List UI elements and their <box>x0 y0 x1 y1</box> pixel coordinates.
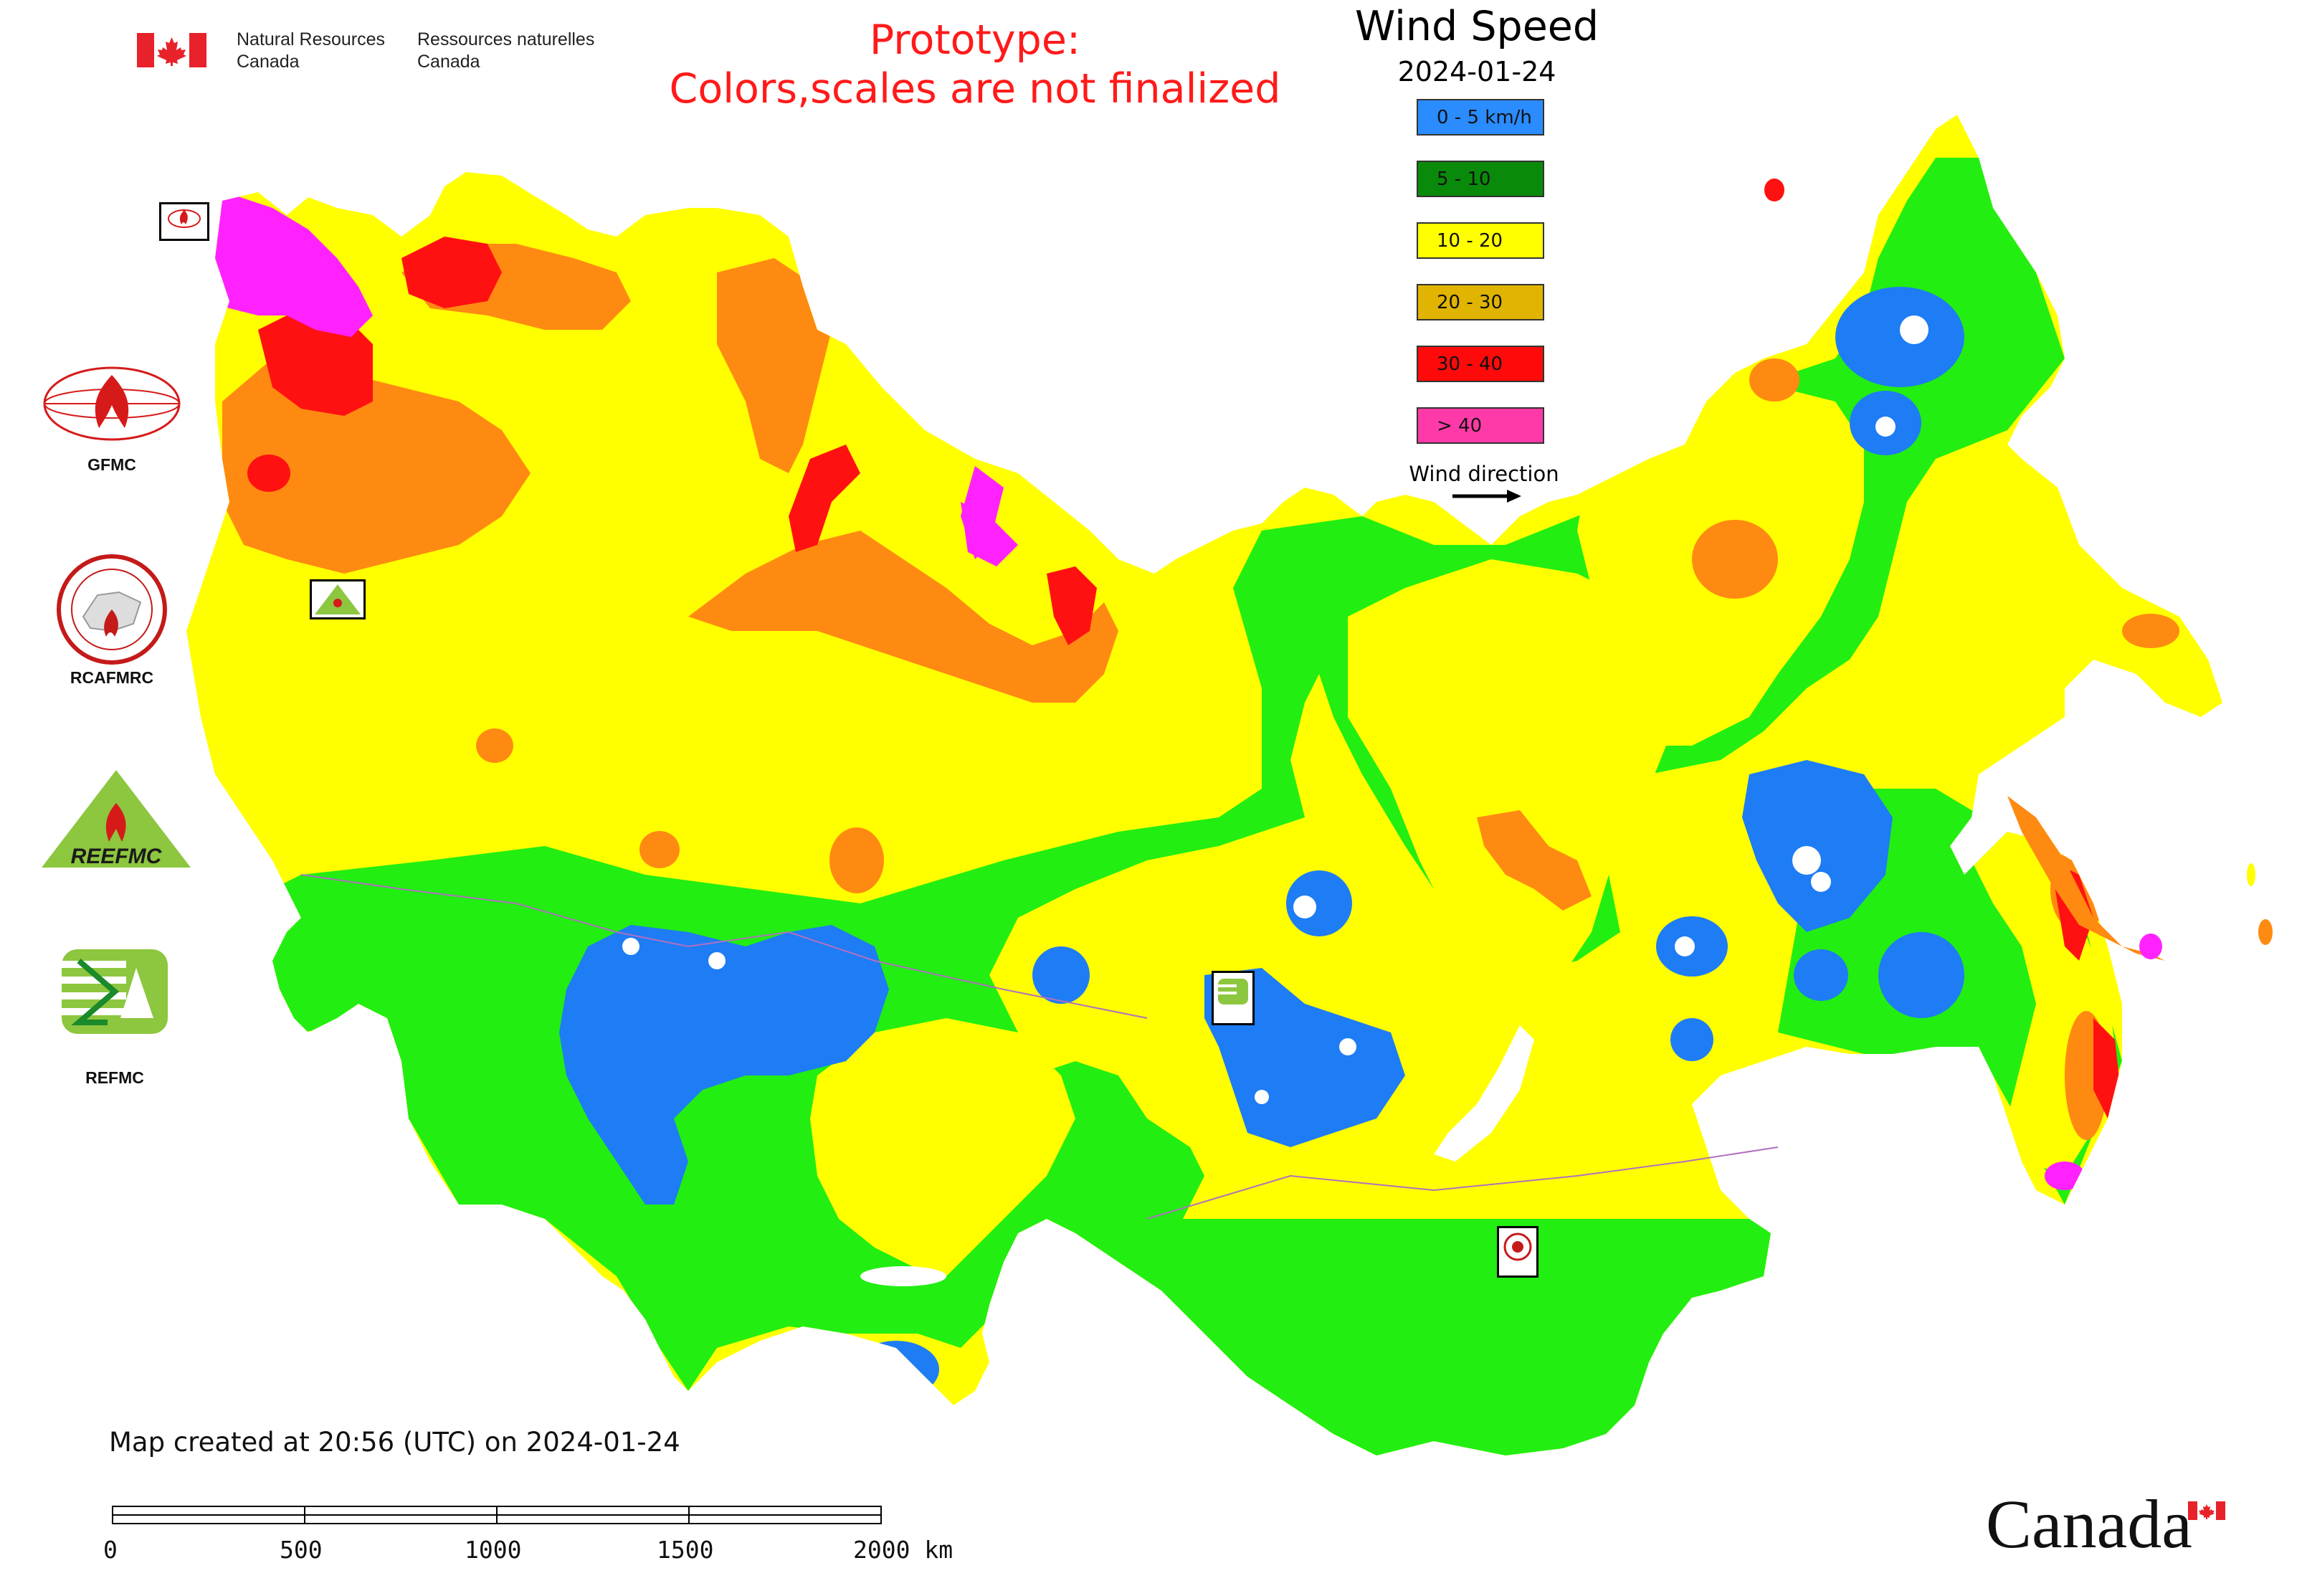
zone-gale-vladivostok <box>2045 1162 2085 1190</box>
legend-item-30-40: 30 - 40 <box>1417 346 1544 382</box>
rcafmrc-seal-icon <box>57 554 167 665</box>
zone-light-far-south <box>1075 1219 1792 1455</box>
border-line-kazakhstan <box>300 874 1148 1019</box>
legend-item-0-5: 0 - 5 km/h <box>1417 99 1544 136</box>
map-created-note: Map created at 20:56 (UTC) on 2024-01-24 <box>109 1427 680 1458</box>
agency-name-en-line2: Canada <box>237 52 300 72</box>
legend-direction-label: Wind direction <box>1409 462 1559 486</box>
legend-item-over-40: > 40 <box>1417 407 1544 444</box>
reefmc-triangle-icon <box>42 770 191 868</box>
zone-fresh-kamchatka <box>2122 614 2179 648</box>
severnaya-zemlya <box>961 502 1018 566</box>
zone-moderate-central-asia <box>810 1018 1075 1276</box>
agency-name-fr: Ressources naturelles Canada <box>417 29 594 73</box>
agency-name-fr-line2: Canada <box>417 52 480 72</box>
legend-label-over-40: > 40 <box>1437 414 1483 437</box>
scale-label-500: 500 <box>280 1536 323 1564</box>
arrow-right-icon <box>1451 488 1523 508</box>
scale-bar <box>112 1506 882 1524</box>
kuril-island-1 <box>2258 919 2273 945</box>
legend-item-10-20: 10 - 20 <box>1417 222 1544 259</box>
zone-fresh-urals <box>829 827 884 893</box>
lake-balkhash <box>860 1266 946 1286</box>
rcafmrc-label: RCAFMRC <box>70 668 154 687</box>
border-line-mongolia <box>1146 1146 1779 1220</box>
scale-label-1000: 1000 <box>465 1536 522 1564</box>
reefmc-map-marker <box>310 579 366 619</box>
prototype-notice-line1: Prototype: <box>869 16 1081 64</box>
wrangel-island <box>1764 179 1784 201</box>
refmc-map-marker <box>1212 971 1255 1025</box>
map-date: 2024-01-24 <box>1397 56 1556 87</box>
scale-label-1500: 1500 <box>657 1536 714 1564</box>
gfmc-label: GFMC <box>87 455 136 474</box>
rcafmrc-logo: RCAFMRC <box>40 552 184 688</box>
kuril-island-2 <box>2247 863 2255 886</box>
prototype-notice: Prototype: Colors,scales are not finaliz… <box>631 9 1319 120</box>
agency-name-en-line1: Natural Resources <box>237 29 386 49</box>
gfmc-map-marker <box>159 202 209 241</box>
zone-fresh-arctic-coast <box>688 531 1118 703</box>
scale-label-2000: 2000 km <box>853 1536 953 1564</box>
sakhalin-island <box>2007 796 2165 961</box>
legend-label-5-10: 5 - 10 <box>1437 168 1491 190</box>
canada-flag-icon <box>137 33 206 67</box>
legend-label-20-30: 20 - 30 <box>1437 291 1503 313</box>
reefmc-wordmark: REEFMC <box>70 845 162 868</box>
zone-calm-manchuria <box>1878 932 1964 1018</box>
legend-item-5-10: 5 - 10 <box>1417 161 1544 197</box>
scale-label-0: 0 <box>103 1536 118 1564</box>
scale-bar-graphic <box>112 1506 882 1524</box>
zone-calm-tiny-3 <box>1670 1018 1713 1061</box>
zone-fresh-tomsk <box>476 728 513 763</box>
gfmc-logo: GFMC <box>40 362 184 474</box>
reefmc-logo: REEFMC <box>37 767 195 875</box>
novaya-zemlya <box>789 445 860 552</box>
zone-fresh-aldan <box>1749 358 1799 402</box>
zone-calm-baikal <box>1204 968 1405 1147</box>
gfmc-globe-flame-icon <box>43 366 181 441</box>
map-wind-zones <box>186 158 2194 1455</box>
zone-fresh-vilyuy <box>1477 810 1592 911</box>
rcafmrc-map-marker <box>1497 1226 1538 1278</box>
zone-calm-tiny-4 <box>2086 503 2129 543</box>
prototype-notice-line2: Colors,scales are not finalized <box>669 65 1281 113</box>
legend-label-0-5: 0 - 5 km/h <box>1437 106 1532 128</box>
zone-calm-amur <box>1742 760 1893 932</box>
zone-moderate-siberia <box>1348 559 1678 975</box>
canada-wordmark-flag-icon <box>2188 1501 2225 1524</box>
legend-label-30-40: 30 - 40 <box>1437 353 1503 375</box>
zone-calm-tiny-1 <box>1032 946 1090 1004</box>
zone-calm-sayan <box>1286 870 1352 936</box>
canada-wordmark: Canada <box>1986 1486 2192 1562</box>
lake-baikal <box>1434 1025 1534 1162</box>
zone-fresh-scandinavia <box>222 358 531 574</box>
map-title: Wind Speed <box>1354 3 1599 50</box>
zone-fresh-ob <box>639 831 680 868</box>
zone-strong-yamal <box>1047 566 1097 645</box>
sakhalin-tip <box>2139 934 2162 959</box>
agency-name-en: Natural Resources Canada <box>237 29 385 73</box>
zone-fresh-white-sea <box>717 258 832 473</box>
zone-calm-kazakhstan <box>559 925 889 1205</box>
refmc-logo: REFMC <box>57 946 172 1090</box>
agency-name-fr-line1: Ressources naturelles <box>417 29 595 49</box>
zone-fresh-yakutsk <box>1692 520 1778 599</box>
legend-item-20-30: 20 - 30 <box>1417 284 1544 320</box>
zone-strong-finland <box>401 237 502 308</box>
zone-strong-baltic <box>247 455 290 492</box>
zone-calm-kolyma <box>1835 287 1964 387</box>
refmc-stripes-icon <box>62 949 168 1034</box>
zone-calm-altai <box>853 1341 939 1398</box>
refmc-label: REFMC <box>85 1068 144 1087</box>
zone-calm-tiny-2 <box>1794 949 1848 1001</box>
legend-label-10-20: 10 - 20 <box>1437 229 1503 252</box>
